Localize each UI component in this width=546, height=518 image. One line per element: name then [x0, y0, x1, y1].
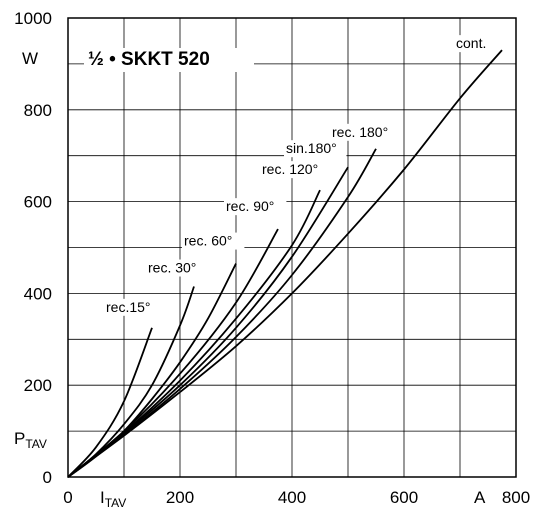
series-label-bg	[330, 123, 400, 141]
x-unit-label: A	[474, 488, 486, 507]
series-label: rec. 90°	[226, 198, 274, 214]
series-label-bg	[454, 35, 495, 53]
series-line	[67, 263, 237, 478]
y-tick-label: 800	[24, 101, 52, 120]
y-tick-label: 200	[24, 376, 52, 395]
y-axis-label-main: P	[14, 429, 25, 448]
series-label: cont.	[456, 35, 486, 51]
x-axis-label-main: I	[100, 488, 105, 507]
y-tick-labels: 0 200 400 600 800 1000	[14, 9, 52, 487]
series-label-bg	[284, 140, 347, 158]
series-label: rec. 60°	[184, 233, 232, 249]
chart-title: ½ • SKKT 520	[88, 49, 210, 70]
series-label: rec. 180°	[332, 124, 388, 140]
y-unit-label: W	[22, 49, 38, 68]
series-line	[67, 49, 503, 478]
x-axis-label: ITAV	[100, 488, 126, 510]
y-tick-label: 0	[43, 468, 52, 487]
y-axis-label-sub: TAV	[25, 437, 47, 451]
x-axis-label-sub: TAV	[105, 496, 127, 510]
y-tick-label: 600	[24, 193, 52, 212]
plot-frame	[67, 17, 517, 478]
series-line	[67, 327, 153, 478]
series-label: rec. 30°	[148, 260, 196, 276]
curves	[67, 49, 503, 478]
series-label: rec.15°	[106, 299, 151, 315]
y-tick-label: 400	[24, 284, 52, 303]
y-tick-label: 1000	[14, 9, 52, 28]
grid	[68, 18, 516, 477]
y-axis-label: PTAV	[14, 429, 47, 451]
x-tick-labels: 0 200 400 600 800	[63, 488, 530, 507]
series-label-bg	[224, 198, 287, 216]
x-tick-label: 400	[278, 488, 306, 507]
x-tick-label: 0	[63, 488, 72, 507]
x-tick-label: 800	[502, 488, 530, 507]
series-label: sin.180°	[286, 140, 337, 156]
series-label-bg	[104, 298, 160, 316]
series-label-bg	[260, 161, 330, 179]
series-label-bg	[182, 232, 245, 250]
x-tick-label: 200	[166, 488, 194, 507]
x-tick-label: 600	[390, 488, 418, 507]
series-label-bg	[146, 259, 209, 277]
curve-labels: rec.15° rec. 30° rec. 60° rec. 90° rec. 120°…	[104, 35, 495, 316]
series-label: rec. 120°	[262, 161, 318, 177]
title-background	[84, 48, 254, 72]
series-line	[67, 166, 349, 478]
